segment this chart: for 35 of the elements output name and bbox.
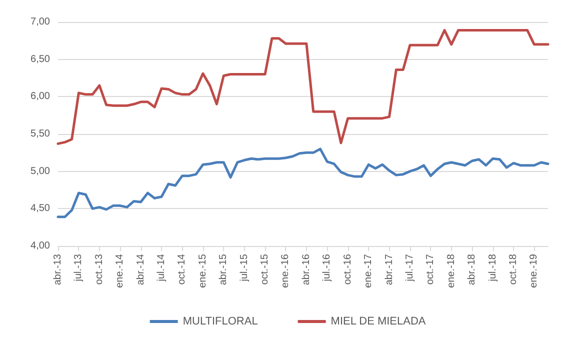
x-tick-label: ene.-17	[363, 254, 374, 288]
x-tick-label: abr.-17	[384, 254, 395, 286]
x-tick-label: jul.-13	[73, 254, 84, 282]
y-tick-label: 6,00	[30, 91, 50, 102]
x-tick-label: abr.-16	[300, 254, 312, 286]
x-tick-label: jul.-14	[156, 254, 168, 282]
x-tick-label: jul.-16	[322, 254, 333, 282]
legend-label: MIEL DE MIELADA	[330, 316, 426, 328]
y-tick-label: 5,00	[30, 166, 50, 177]
x-tick-label: abr.-13	[52, 254, 64, 286]
y-tick-label: 7,00	[30, 16, 50, 28]
x-tick-label: abr.-15	[218, 254, 230, 286]
x-tick-label: abr.-18	[466, 254, 478, 286]
x-tick-label: oct.-15	[260, 254, 271, 285]
y-tick-label: 5,50	[30, 128, 50, 140]
x-tick-label: oct.-16	[342, 254, 354, 285]
x-tick-label: ene.-18	[446, 254, 457, 288]
line-series	[56, 148, 550, 218]
x-tick-label: ene.-16	[280, 254, 292, 288]
x-tick-label: oct.-14	[176, 254, 188, 285]
x-tick-label: jul.-18	[487, 254, 498, 282]
y-tick-label: 6,50	[30, 54, 50, 65]
y-tick-label: 4,50	[30, 203, 50, 214]
x-tick-label: oct.-18	[508, 254, 519, 285]
legend-label: MULTIFLORAL	[182, 316, 258, 328]
x-tick-label: oct.-13	[94, 254, 105, 285]
x-tick-label: ene.-15	[197, 254, 208, 288]
x-tick-label: ene.-19	[528, 254, 540, 288]
x-tick-label: jul.-15	[238, 254, 250, 282]
x-tick-label: oct.-17	[425, 254, 436, 285]
line-series	[56, 28, 550, 145]
x-tick-label: abr.-14	[135, 254, 146, 286]
x-tick-label: jul.-17	[404, 254, 416, 282]
y-tick-label: 4,00	[30, 240, 50, 252]
x-tick-label: ene.-14	[114, 254, 126, 288]
